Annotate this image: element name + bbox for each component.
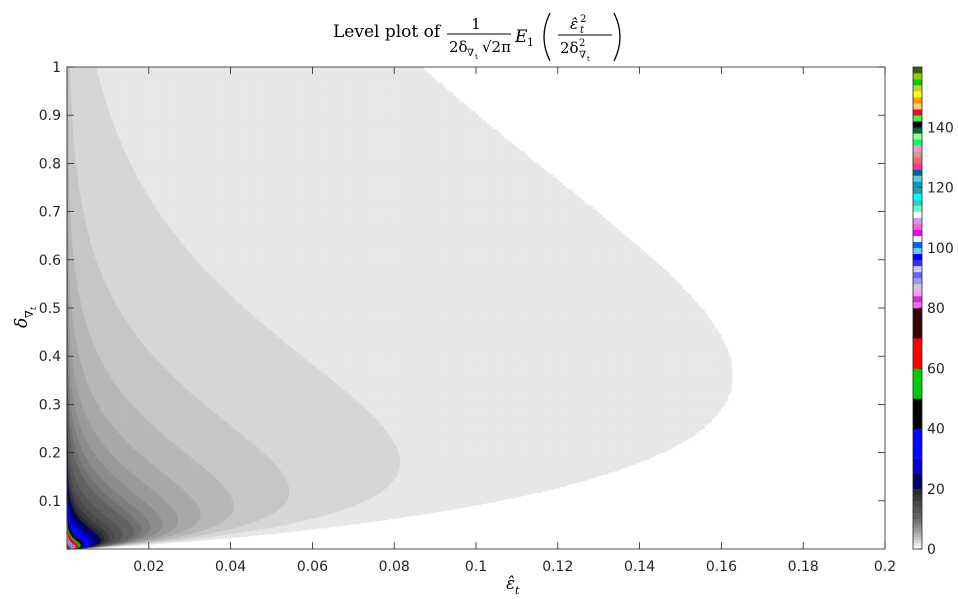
title-frac-den-b: √2π <box>482 38 511 56</box>
title-arg-den-sup: 2 <box>579 38 585 49</box>
plot-area: 0.02 0.04 0.06 0.08 0.1 0.12 0.14 0.16 0.18 0.2 0… <box>39 60 896 575</box>
title-func-sub: 1 <box>527 36 534 49</box>
title-arg-den-subsub: t <box>587 55 590 63</box>
title-frac-den-subsub: t <box>475 53 478 61</box>
title-arg-num-sub: t <box>580 25 585 36</box>
title-frac-numerator: 1 <box>471 15 481 33</box>
title-arg-num: ε̂ <box>570 15 578 33</box>
title-arg-den-sub: ∇ <box>579 50 586 61</box>
title-arg-den-a: 2δ <box>560 39 579 57</box>
title-left-paren <box>544 13 550 61</box>
title-frac-den-sub: ∇ <box>467 48 474 59</box>
title-arg-num-sup: 2 <box>580 14 586 25</box>
title-prefix: Level plot of <box>333 22 442 42</box>
title-right-paren <box>614 13 620 61</box>
title-func: E <box>514 27 528 47</box>
title-frac-den-a: 2δ <box>449 38 468 56</box>
chart-title: Level plot of 1 2δ ∇ t √2π E 1 ε̂ 2 t 2δ… <box>333 13 620 63</box>
